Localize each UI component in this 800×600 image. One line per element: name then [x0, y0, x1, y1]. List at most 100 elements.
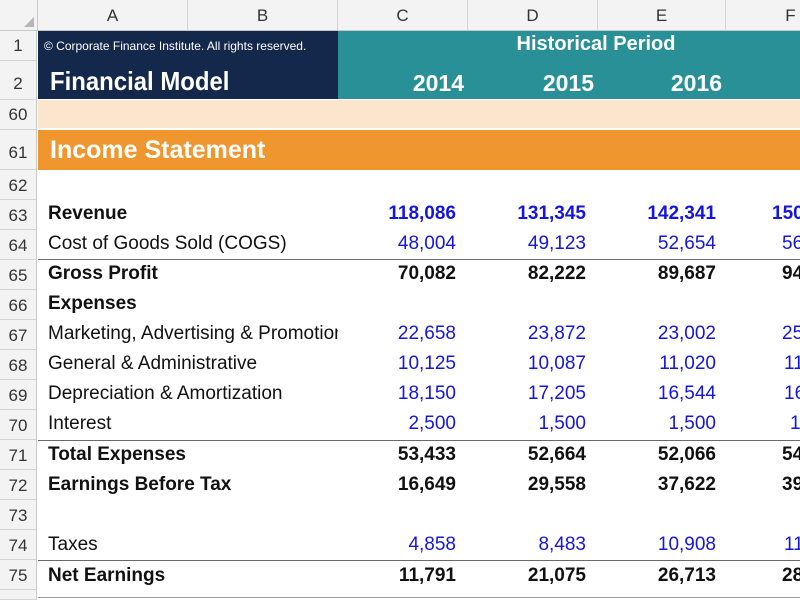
- line-item-label[interactable]: Earnings Before Tax: [48, 474, 232, 495]
- cell-value[interactable]: 52,066: [657, 444, 716, 465]
- row-header[interactable]: 64: [0, 230, 37, 260]
- year-header-2015: 2015: [542, 70, 594, 96]
- period-banner[interactable]: [338, 31, 800, 99]
- cell-value[interactable]: 23,002: [657, 323, 716, 344]
- cell-value[interactable]: 70,082: [397, 263, 456, 284]
- row-header[interactable]: 63: [0, 200, 37, 230]
- column-header-e[interactable]: E: [598, 0, 726, 30]
- row-header[interactable]: 66: [0, 290, 37, 320]
- cell-value-partial[interactable]: 11: [784, 534, 800, 555]
- subtotal-rule: [38, 259, 800, 260]
- cell-value-partial[interactable]: 28: [782, 565, 800, 586]
- column-header-bar: A B C D E F: [0, 0, 800, 31]
- row-header[interactable]: 70: [0, 410, 37, 440]
- select-all-triangle-icon: [24, 17, 34, 27]
- cell-value[interactable]: 26,713: [657, 565, 716, 586]
- row-header[interactable]: 74: [0, 530, 37, 560]
- row-header[interactable]: 62: [0, 170, 37, 200]
- row-header[interactable]: 60: [0, 100, 37, 130]
- line-item-label[interactable]: Taxes: [48, 534, 98, 555]
- cell-value[interactable]: 16,544: [657, 383, 716, 404]
- subtotal-rule: [38, 440, 800, 441]
- row-header[interactable]: 69: [0, 380, 37, 410]
- column-header-d[interactable]: D: [468, 0, 598, 30]
- cell-value[interactable]: 17,205: [527, 383, 586, 404]
- line-item-label[interactable]: Gross Profit: [48, 263, 158, 284]
- cell-value[interactable]: 8,483: [538, 534, 586, 555]
- cell-value[interactable]: 52,664: [527, 444, 586, 465]
- select-all-corner[interactable]: [0, 0, 38, 30]
- cell-value[interactable]: 1,500: [668, 413, 716, 434]
- line-item-label[interactable]: Interest: [48, 413, 112, 434]
- row-header[interactable]: 71: [0, 440, 37, 470]
- bottom-rule: [38, 597, 800, 598]
- cell-value[interactable]: 21,075: [527, 565, 586, 586]
- cell-value[interactable]: 2,500: [408, 413, 456, 434]
- cell-value[interactable]: 10,908: [657, 534, 716, 555]
- row-header[interactable]: 67: [0, 320, 37, 350]
- line-item-label[interactable]: Revenue: [48, 203, 128, 224]
- copyright-text: © Corporate Finance Institute. All right…: [44, 39, 307, 53]
- row-header[interactable]: 61: [0, 130, 37, 170]
- row-header[interactable]: 2: [0, 61, 37, 100]
- cell-value[interactable]: 29,558: [527, 474, 586, 495]
- cell-value[interactable]: 49,123: [527, 233, 586, 254]
- line-item-label[interactable]: Cost of Goods Sold (COGS): [48, 233, 287, 254]
- line-item-label[interactable]: Marketing, Advertising & Promotion: [48, 323, 338, 344]
- cell-value[interactable]: 11,791: [398, 565, 456, 586]
- row-header[interactable]: 73: [0, 500, 37, 530]
- cell-value[interactable]: 16,649: [397, 474, 456, 495]
- cell-value[interactable]: 11,020: [659, 353, 716, 374]
- subtotal-rule: [38, 560, 800, 561]
- column-header-c[interactable]: C: [338, 0, 468, 30]
- cell-value[interactable]: 23,872: [527, 323, 586, 344]
- row-header[interactable]: 72: [0, 470, 37, 500]
- cell-value-partial[interactable]: 39: [782, 474, 800, 495]
- cell-value[interactable]: 10,087: [527, 353, 586, 374]
- year-header-2016: 2016: [670, 70, 722, 96]
- line-item-label[interactable]: Net Earnings: [48, 565, 166, 586]
- column-header-f[interactable]: F: [726, 0, 800, 30]
- cell-value-partial[interactable]: 54: [782, 444, 800, 465]
- cell-value-partial[interactable]: 150: [772, 203, 800, 224]
- row-header[interactable]: 1: [0, 31, 37, 61]
- cell-value[interactable]: 82,222: [527, 263, 586, 284]
- line-item-label[interactable]: Depreciation & Amortization: [48, 383, 283, 404]
- column-header-b[interactable]: B: [188, 0, 338, 30]
- cell-value-partial[interactable]: 25: [782, 323, 800, 344]
- cell-value[interactable]: 10,125: [397, 353, 456, 374]
- section-bar[interactable]: [38, 130, 800, 170]
- line-item-label[interactable]: General & Administrative: [48, 353, 258, 374]
- section-title: Income Statement: [50, 136, 266, 164]
- cell-value[interactable]: 142,341: [647, 203, 716, 224]
- line-item-label[interactable]: Total Expenses: [48, 444, 186, 465]
- historical-period-title: Historical Period: [516, 33, 676, 55]
- cell-value[interactable]: 131,345: [517, 203, 586, 224]
- cell-value[interactable]: 37,622: [657, 474, 716, 495]
- year-header-2014: 2014: [412, 70, 464, 96]
- cell-value[interactable]: 4,858: [408, 534, 456, 555]
- cell-value[interactable]: 89,687: [657, 263, 716, 284]
- row-header[interactable]: 68: [0, 350, 37, 380]
- cell-value[interactable]: 53,433: [397, 444, 456, 465]
- cell-value[interactable]: 48,004: [397, 233, 456, 254]
- cell-value-partial[interactable]: 1: [790, 413, 800, 434]
- cell-value[interactable]: 52,654: [657, 233, 716, 254]
- cell-value-partial[interactable]: 11: [784, 353, 800, 374]
- row-header[interactable]: 65: [0, 260, 37, 290]
- cell-value-partial[interactable]: 16: [784, 383, 800, 404]
- cell-value[interactable]: 18,150: [397, 383, 456, 404]
- row-header[interactable]: [0, 590, 37, 600]
- spacer-band[interactable]: [38, 100, 800, 128]
- column-header-a[interactable]: A: [38, 0, 188, 30]
- cell-value-partial[interactable]: 56: [782, 233, 800, 254]
- title-banner[interactable]: [38, 31, 338, 99]
- cell-value-partial[interactable]: 94: [782, 263, 800, 284]
- model-title: Financial Model: [50, 66, 230, 96]
- cell-value[interactable]: 1,500: [538, 413, 586, 434]
- cell-value[interactable]: 22,658: [397, 323, 456, 344]
- line-item-label[interactable]: Expenses: [48, 293, 137, 314]
- cell-value[interactable]: 118,086: [388, 203, 456, 224]
- row-header[interactable]: 75: [0, 560, 37, 590]
